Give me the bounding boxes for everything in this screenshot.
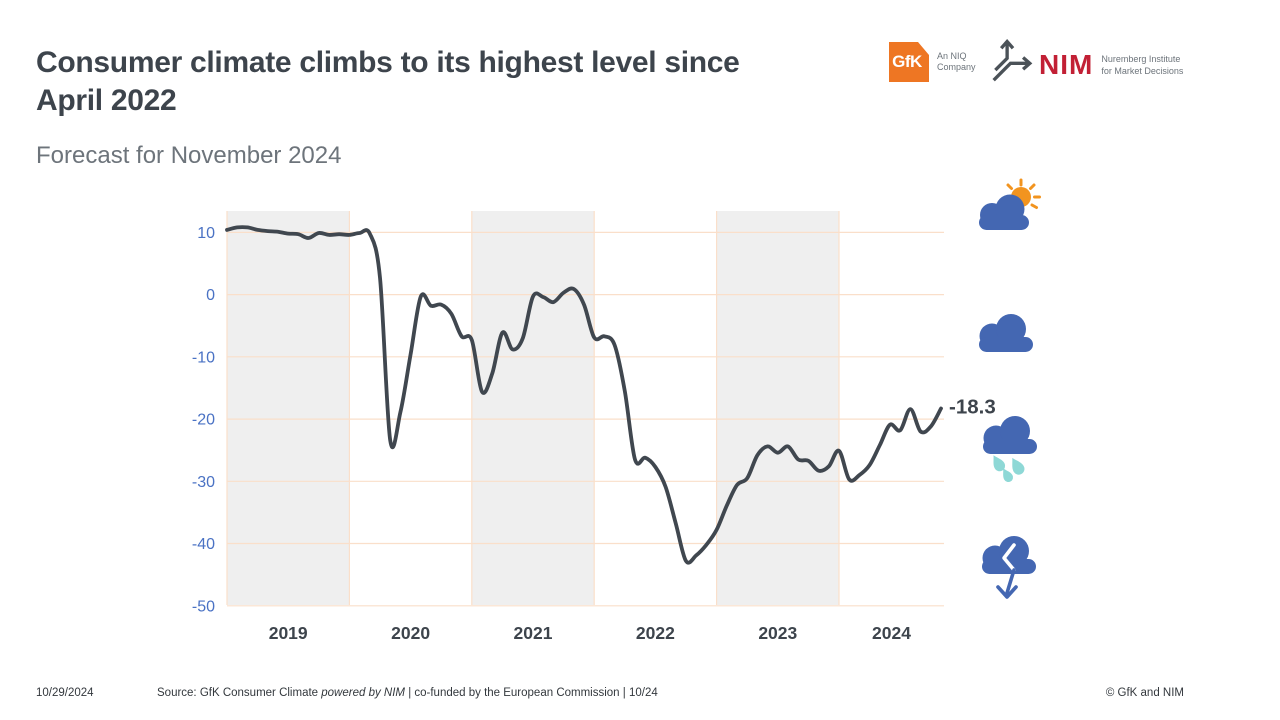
year-band <box>227 211 350 605</box>
page-title-line2: April 2022 <box>36 84 177 117</box>
nim-arrows-icon <box>992 38 1033 82</box>
nim-tagline: Nuremberg Institute for Market Decisions <box>1101 54 1183 77</box>
y-tick-label: -20 <box>192 412 215 429</box>
footer-source-suffix: | co-funded by the European Commission |… <box>405 687 658 699</box>
cloud-rain-icon <box>983 416 1037 483</box>
gfk-tagline: An NIQ Company <box>937 42 976 82</box>
x-tick-label: 2019 <box>269 623 308 643</box>
page-title-line1: Consumer climate climbs to its highest l… <box>36 46 740 79</box>
footer-source: Source: GfK Consumer Climate powered by … <box>157 687 658 699</box>
x-tick-label: 2023 <box>758 623 797 643</box>
cloud-icon <box>979 314 1033 352</box>
gfk-logo-icon: GfK <box>889 42 929 82</box>
gfk-tagline-line1: An NIQ <box>937 51 967 61</box>
y-tick-label: 0 <box>206 287 215 304</box>
x-tick-label: 2022 <box>636 623 675 643</box>
y-tick-label: -40 <box>192 536 215 553</box>
page-title: Consumer climate climbs to its highest l… <box>36 44 866 120</box>
gfk-tagline-line2: Company <box>937 62 976 72</box>
footer-source-powered-by: powered by NIM <box>321 687 405 699</box>
y-tick-label: -30 <box>192 474 215 491</box>
gfk-logo: GfK An NIQ Company <box>889 42 976 82</box>
gfk-logo-text: GfK <box>892 52 922 71</box>
nim-logo: NIM Nuremberg Institute for Market Decis… <box>992 38 1183 82</box>
y-tick-label: -10 <box>192 349 215 366</box>
footer-source-prefix: Source: GfK Consumer Climate <box>157 687 322 699</box>
y-tick-label: 10 <box>197 225 215 242</box>
y-tick-label: -50 <box>192 598 215 615</box>
x-tick-label: 2024 <box>872 623 911 643</box>
current-value-label: -18.3 <box>949 396 996 419</box>
footer-date: 10/29/2024 <box>36 687 94 699</box>
climate-line <box>225 225 943 565</box>
cloud-sun-icon <box>979 178 1041 230</box>
page-subtitle: Forecast for November 2024 <box>36 142 342 169</box>
nim-wordmark: NIM <box>1039 49 1094 80</box>
x-tick-label: 2021 <box>514 623 553 643</box>
nim-tagline-line2: for Market Decisions <box>1101 65 1184 76</box>
nim-tagline-line1: Nuremberg Institute <box>1101 54 1181 64</box>
year-band <box>471 211 595 605</box>
cloud-falling-arrow-icon <box>982 536 1036 599</box>
x-tick-label: 2020 <box>391 623 430 643</box>
year-band <box>716 211 839 605</box>
footer-copyright: © GfK and NIM <box>1105 687 1184 699</box>
